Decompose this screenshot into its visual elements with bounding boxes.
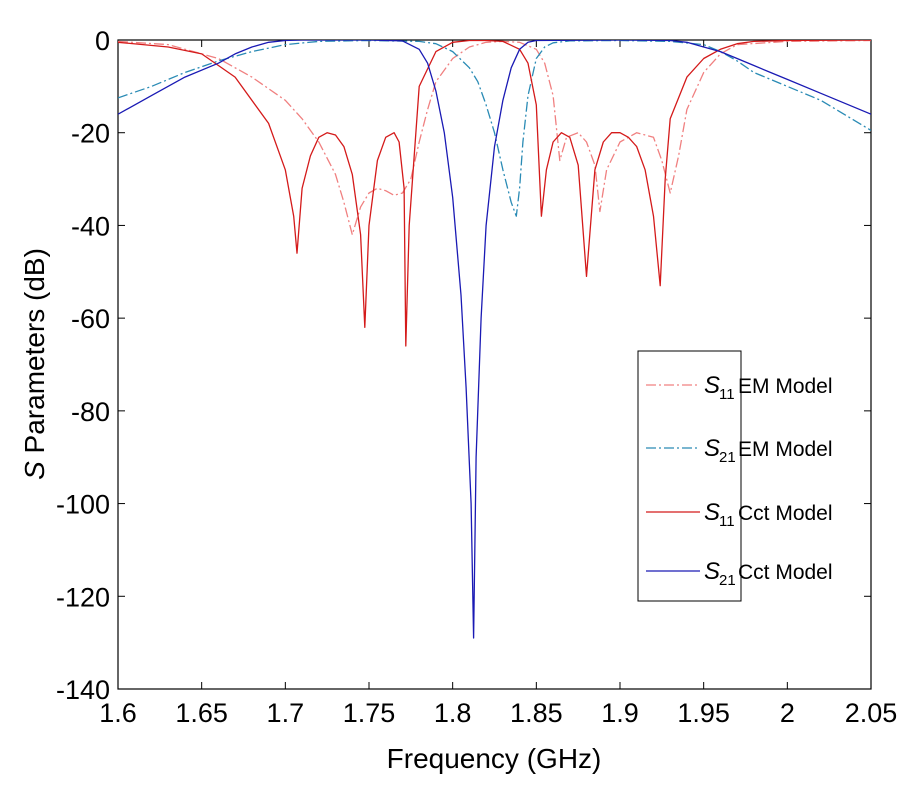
legend-symbol: S xyxy=(704,435,720,462)
y-tick-label: 0 xyxy=(95,26,110,56)
legend-subscript: 21 xyxy=(719,572,736,589)
series-line-s21-em-model xyxy=(118,40,871,217)
y-tick-label: -40 xyxy=(71,211,110,241)
x-tick-label: 1.7 xyxy=(267,698,305,728)
y-axis-title-symbol: S xyxy=(19,461,50,480)
legend-label: Cct Model xyxy=(738,561,833,584)
x-tick-label: 1.9 xyxy=(601,698,639,728)
y-axis-title-text: Parameters (dB) xyxy=(19,248,50,461)
legend-box xyxy=(637,350,742,602)
y-axis-title: S Parameters (dB) xyxy=(19,248,50,480)
x-tick-label: 1.95 xyxy=(677,698,730,728)
x-tick-label: 1.75 xyxy=(343,698,396,728)
legend-symbol: S xyxy=(704,372,720,399)
legend-label: EM Model xyxy=(738,438,833,461)
y-tick-label: -120 xyxy=(56,582,110,612)
legend-symbol: S xyxy=(704,499,720,526)
y-tick-label: -80 xyxy=(71,397,110,427)
legend-label: EM Model xyxy=(738,375,833,398)
plot-area xyxy=(117,39,872,690)
x-tick-label: 1.65 xyxy=(175,698,228,728)
x-axis-title: Frequency (GHz) xyxy=(387,743,602,774)
legend-subscript: 11 xyxy=(719,386,735,403)
x-tick-label: 1.6 xyxy=(99,698,137,728)
y-tick-label: -20 xyxy=(71,119,110,149)
x-tick-label: 2.05 xyxy=(845,698,898,728)
y-tick-label: -60 xyxy=(71,304,110,334)
legend-symbol: S xyxy=(704,558,720,585)
x-tick-label: 1.8 xyxy=(434,698,472,728)
series-layer xyxy=(118,40,871,639)
x-tick-label: 2 xyxy=(780,698,795,728)
x-tick-label: 1.85 xyxy=(510,698,563,728)
legend-subscript: 11 xyxy=(719,513,735,530)
axis-ticks xyxy=(117,39,872,690)
series-line-s21-cct-model xyxy=(118,40,871,639)
tick-labels: 1.6 1.65 1.7 1.75 1.8 1.85 1.9 1.95 2 2.05 0 -20 -40… xyxy=(56,26,897,728)
y-tick-label: -140 xyxy=(56,675,110,705)
legend-label: Cct Model xyxy=(738,502,833,525)
y-tick-label: -100 xyxy=(56,490,110,520)
series-line-s11-cct-model xyxy=(118,40,871,347)
legend-subscript: 21 xyxy=(719,449,736,466)
